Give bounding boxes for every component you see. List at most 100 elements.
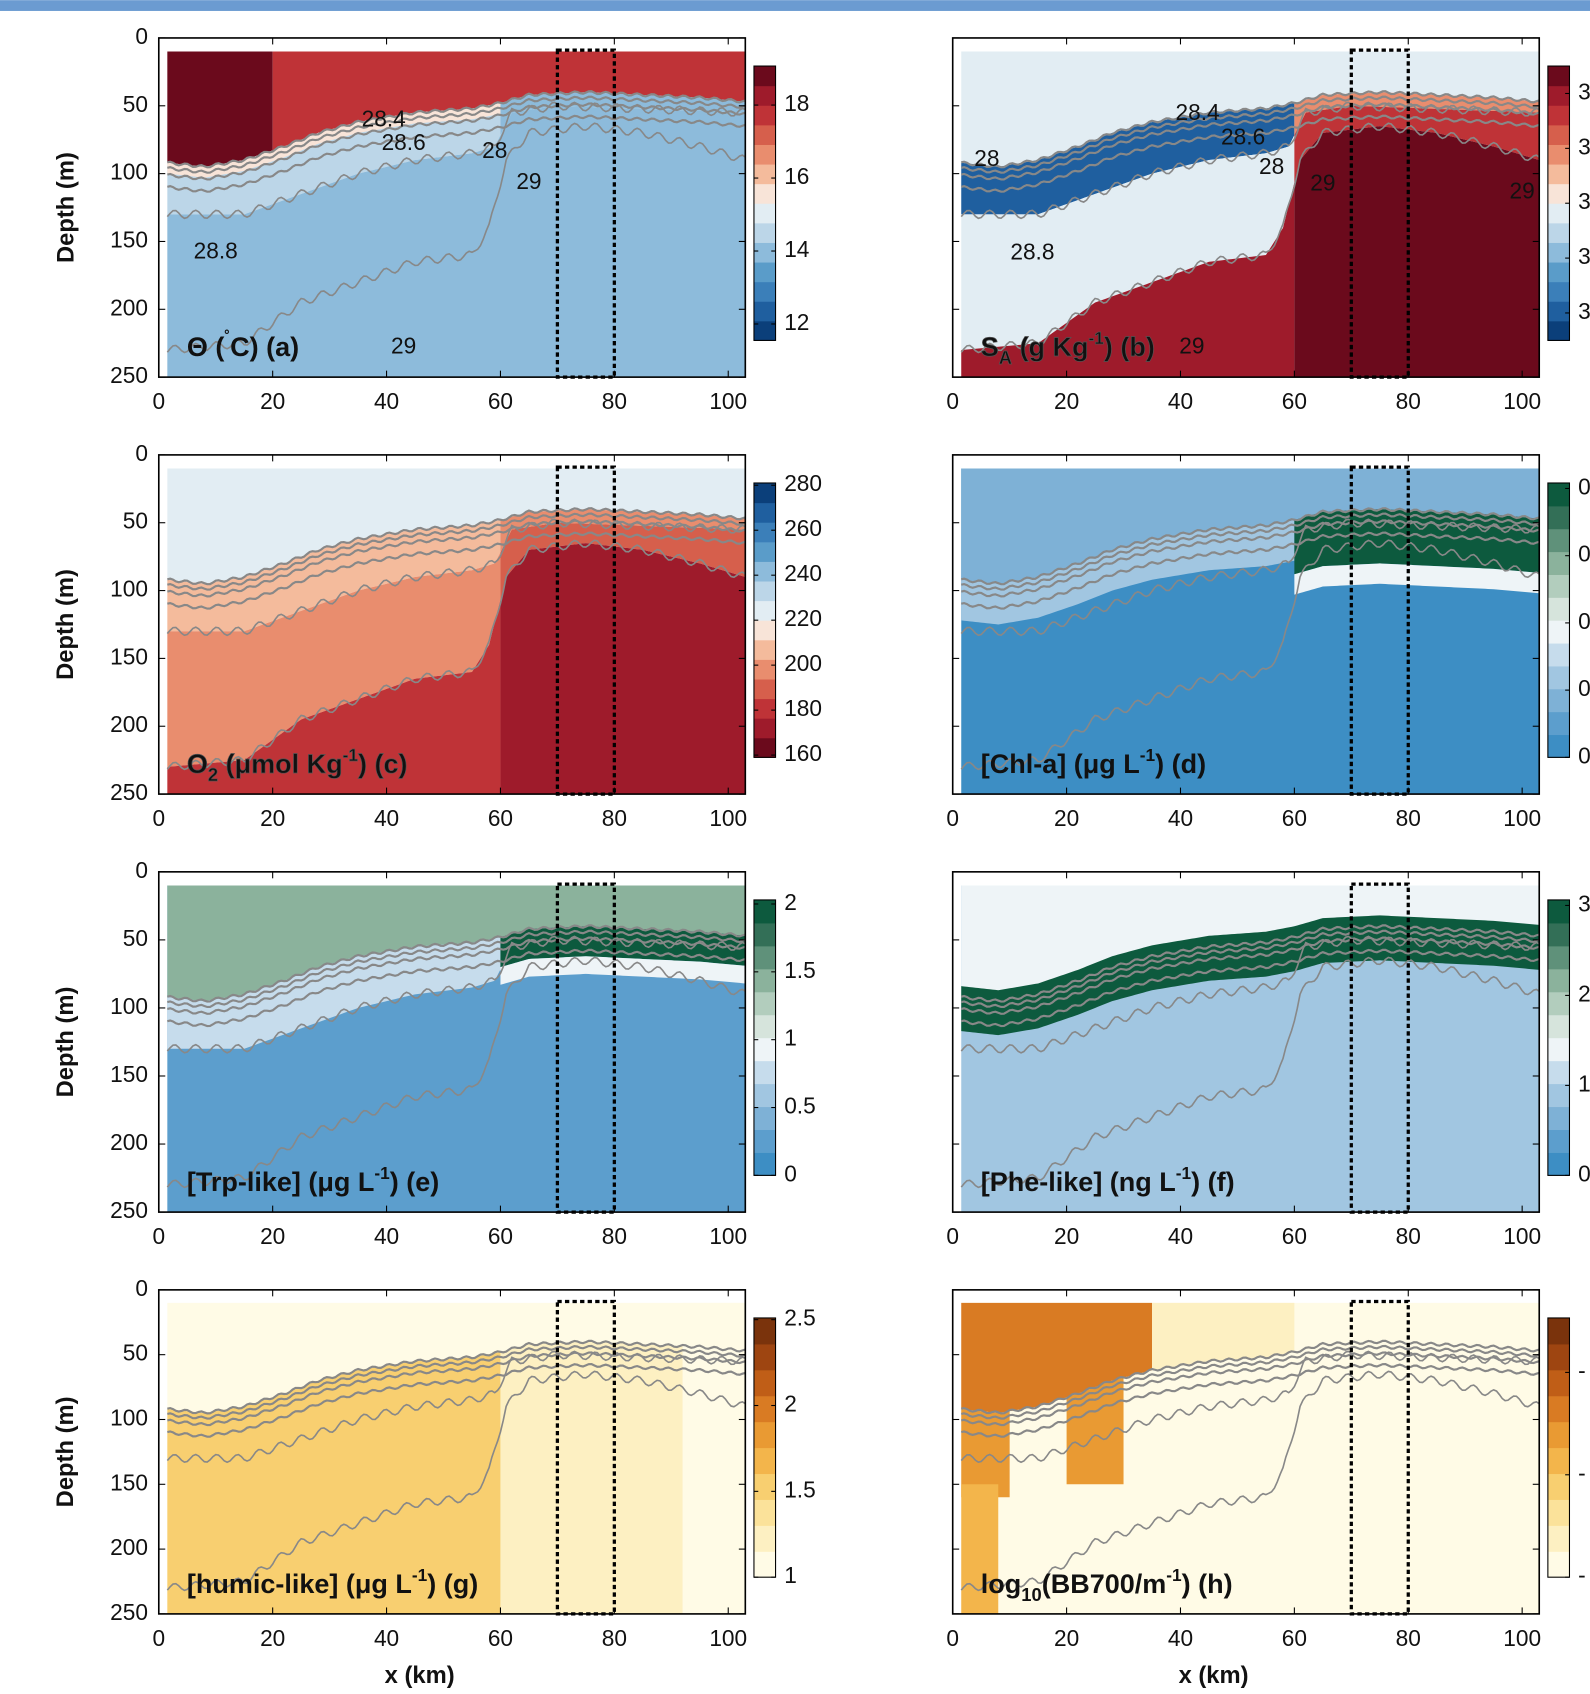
colorbar-segment — [1547, 183, 1570, 204]
field-region — [167, 885, 746, 1002]
label-part: [Chl-a] (μg L — [981, 749, 1140, 779]
field-region — [167, 552, 501, 767]
y-tick-label: 0 — [135, 23, 148, 49]
contour-label: 28.6 — [382, 129, 426, 155]
y-tick-label: 250 — [110, 1197, 148, 1223]
colorbar-segment — [753, 718, 776, 739]
colorbar-segment — [1547, 144, 1570, 165]
colorbar-tick-label: - — [1578, 1357, 1586, 1383]
highlight-box — [1349, 1299, 1410, 1616]
colorbar-tick-label: 200 — [784, 650, 822, 676]
colorbar-segment — [1547, 262, 1570, 283]
field-region — [500, 1341, 683, 1614]
colorbar-tick-label: 0 — [1578, 675, 1590, 701]
colorbar-tick-label: 3 — [1578, 890, 1590, 916]
contour-line — [167, 936, 746, 1015]
x-tick-label: 80 — [602, 1625, 627, 1651]
colorbar-segment — [753, 968, 776, 993]
contour-panel: 0 20 40 60 80 100 0 50 100 150 200 250 Depth (m) O2 (… — [52, 440, 822, 831]
x-tick-label: 100 — [1503, 1223, 1541, 1249]
panel-label: [humic-like] (μg L-1) (g) — [187, 1564, 478, 1599]
field-region — [961, 51, 1540, 167]
colorbar-segment — [1547, 620, 1570, 644]
field-region — [1294, 105, 1540, 183]
colorbar-segment — [1547, 281, 1570, 302]
contour-line — [960, 956, 1540, 1189]
colorbar-segment — [753, 124, 776, 145]
highlight-box — [555, 1299, 616, 1616]
colorbar-segment — [753, 105, 776, 126]
colorbar-tick-label: 0 — [1578, 1160, 1590, 1186]
contour-label: 28.4 — [362, 106, 406, 132]
colorbar-segment — [1547, 301, 1570, 322]
panel-label: [Phe-like] (ng L-1) (f) — [981, 1163, 1235, 1198]
y-tick-label: 250 — [110, 1599, 148, 1625]
y-tick-label: 150 — [110, 1061, 148, 1087]
contour-line — [166, 956, 746, 1189]
colorbar-segment — [1547, 597, 1570, 621]
panel-label: O2 (μmol Kg-1) (c) — [187, 745, 408, 786]
y-tick-label: 50 — [123, 508, 148, 534]
contour-line — [166, 935, 746, 1054]
colorbar-frame — [753, 65, 777, 341]
y-tick-label: 150 — [110, 643, 148, 669]
field-region — [961, 103, 1295, 215]
contour-line — [167, 924, 746, 1003]
field-region — [167, 1352, 501, 1614]
colorbar-tick-label: 0.5 — [784, 1093, 816, 1119]
y-axis-label: Depth (m) — [52, 987, 79, 1098]
colorbar-tick-label: 3 — [1578, 78, 1590, 104]
colorbar-segment — [753, 203, 776, 224]
contour-line — [960, 518, 1540, 637]
contour-line — [166, 518, 746, 637]
contour-panel: 28.428.6 28.8 28 29 29 0 20 40 60 80 100 0 50 100 150 2… — [52, 23, 809, 414]
colorbar-segment — [1547, 242, 1570, 263]
x-tick-label: 80 — [1396, 1625, 1421, 1651]
field-region — [1294, 563, 1540, 595]
x-tick-label: 20 — [1054, 1223, 1079, 1249]
x-tick-label: 0 — [152, 805, 165, 831]
contour-line — [167, 102, 746, 181]
field-region — [167, 51, 273, 167]
x-tick-label: 0 — [946, 388, 959, 414]
colorbar-segment — [753, 242, 776, 263]
colorbar-tick-label: 3 — [1578, 243, 1590, 269]
contour-line — [960, 539, 1540, 771]
x-tick-label: 0 — [152, 388, 165, 414]
colorbar-segment — [1547, 85, 1570, 106]
x-tick-label: 20 — [260, 388, 285, 414]
label-part: -1 — [1176, 1163, 1192, 1183]
colorbar-segment — [1547, 688, 1570, 713]
contour-line — [166, 1370, 746, 1592]
contour-line — [960, 1370, 1540, 1592]
label-part: (g Kg — [1012, 332, 1088, 362]
x-tick-label: 40 — [1168, 1625, 1193, 1651]
colorbar-tick-label: 0 — [784, 1160, 797, 1186]
colorbar-tick-label: 16 — [784, 163, 809, 189]
x-tick-label: 60 — [488, 1223, 513, 1249]
y-tick-label: 150 — [110, 1469, 148, 1495]
colorbar-segment — [753, 66, 776, 87]
colorbar-segment — [1547, 105, 1570, 126]
label-part: ) (d) — [1155, 749, 1206, 779]
label-part: [Trp-like] (μg L — [187, 1167, 375, 1197]
label-part: -1 — [412, 1564, 428, 1584]
contour-line — [961, 507, 1540, 586]
y-tick-label: 200 — [110, 1534, 148, 1560]
label-part: ) (c) — [358, 749, 408, 779]
y-tick-label: 50 — [123, 925, 148, 951]
contour-line — [961, 90, 1540, 169]
field-region — [167, 103, 501, 215]
colorbar-segment — [753, 183, 776, 204]
y-tick-label: 200 — [110, 1129, 148, 1155]
label-part: ) (e) — [390, 1167, 440, 1197]
x-tick-label: 0 — [152, 1223, 165, 1249]
field: 28.428.6 28.8 28 28 29 29 29 — [960, 51, 1540, 378]
y-axis-label: Depth (m) — [52, 569, 79, 680]
field — [166, 1302, 746, 1614]
colorbar-segment — [753, 659, 776, 680]
colorbar-segment — [1547, 991, 1570, 1016]
colorbar-segment — [753, 144, 776, 165]
colorbar-tick-label: 180 — [784, 695, 822, 721]
